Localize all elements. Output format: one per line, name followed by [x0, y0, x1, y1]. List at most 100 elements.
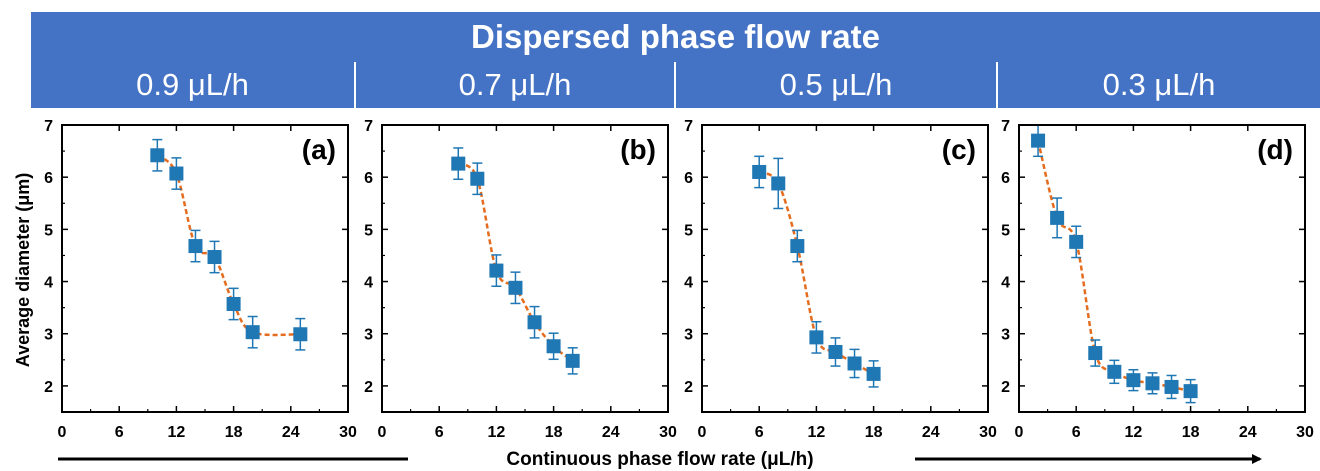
panel-2: 0 6 12 18 24 30 2 3 4 5 6 7 (c) — [684, 118, 997, 441]
y-tick-label: 6 — [1001, 170, 1010, 187]
x-tick-label: 18 — [225, 424, 243, 441]
data-point — [752, 164, 767, 179]
fit-curve — [1036, 140, 1191, 393]
y-tick-label: 2 — [44, 379, 53, 396]
x-tick-label: 24 — [282, 424, 300, 441]
data-point — [1183, 384, 1198, 399]
x-tick-label: 12 — [808, 424, 826, 441]
y-tick-label: 3 — [684, 327, 693, 344]
header-column-3: 0.3 μL/h — [996, 62, 1320, 108]
data-point — [150, 148, 165, 163]
y-tick-label: 3 — [1001, 327, 1010, 344]
data-point — [1088, 346, 1103, 361]
data-point — [847, 356, 862, 371]
data-point — [1069, 234, 1084, 249]
header-column-2: 0.5 μL/h — [674, 62, 996, 108]
y-tick-label: 6 — [44, 170, 53, 187]
y-tick-label: 3 — [44, 327, 53, 344]
y-tick-label: 5 — [684, 222, 693, 239]
data-point — [809, 330, 824, 345]
panel-0: 0 6 12 18 24 30 2 3 4 5 6 7 (a) — [44, 118, 357, 441]
x-tick-label: 18 — [865, 424, 883, 441]
x-tick-label: 12 — [488, 424, 506, 441]
x-tick-label: 18 — [1182, 424, 1200, 441]
panel-3: 0 6 12 18 24 30 2 3 4 5 6 7 (d) — [1001, 118, 1314, 441]
data-point — [169, 166, 184, 181]
y-tick-label: 7 — [44, 118, 53, 135]
y-tick-label: 2 — [684, 379, 693, 396]
data-point — [1107, 364, 1122, 379]
y-axis-label: Average diameter (μm) — [13, 173, 33, 367]
y-tick-label: 6 — [364, 170, 373, 187]
x-tick-label: 6 — [435, 424, 444, 441]
x-tick-label: 24 — [922, 424, 940, 441]
plot-frame — [61, 124, 349, 413]
data-point — [207, 250, 222, 265]
y-tick-label: 4 — [44, 275, 53, 292]
panel-1: 0 6 12 18 24 30 2 3 4 5 6 7 (b) — [364, 118, 677, 441]
x-axis-label: Continuous phase flow rate (μL/h) — [506, 449, 813, 470]
header-column-0: 0.9 μL/h — [31, 62, 354, 108]
y-tick-label: 4 — [364, 275, 373, 292]
x-tick-label: 12 — [1125, 424, 1143, 441]
data-point — [1164, 379, 1179, 394]
y-tick-label: 6 — [684, 170, 693, 187]
y-tick-label: 7 — [364, 118, 373, 135]
x-tick-label: 24 — [602, 424, 620, 441]
data-point — [470, 171, 485, 186]
y-tick-label: 2 — [364, 379, 373, 396]
panel-label: (b) — [620, 134, 656, 165]
x-tick-label: 12 — [168, 424, 186, 441]
x-tick-label: 6 — [1072, 424, 1081, 441]
y-tick-label: 5 — [364, 222, 373, 239]
header-title: Dispersed phase flow rate — [31, 12, 1320, 62]
data-point — [771, 176, 786, 191]
y-tick-label: 5 — [44, 222, 53, 239]
header-column-1: 0.7 μL/h — [354, 62, 674, 108]
x-tick-label: 30 — [659, 424, 677, 441]
data-point — [527, 315, 542, 330]
x-tick-label: 0 — [698, 424, 707, 441]
x-tick-label: 0 — [1015, 424, 1024, 441]
x-tick-label: 18 — [545, 424, 563, 441]
y-tick-label: 5 — [1001, 222, 1010, 239]
plot-frame — [381, 124, 669, 413]
y-tick-label: 3 — [364, 327, 373, 344]
data-point — [828, 344, 843, 359]
x-tick-label: 24 — [1239, 424, 1257, 441]
panel-label: (d) — [1257, 134, 1293, 165]
x-tick-label: 6 — [755, 424, 764, 441]
data-point — [1145, 376, 1160, 391]
fit-curve — [457, 162, 574, 362]
x-tick-label: 6 — [115, 424, 124, 441]
data-point — [866, 366, 881, 381]
panel-label: (c) — [942, 134, 976, 165]
data-point — [451, 156, 466, 171]
data-point — [546, 339, 561, 354]
x-tick-label: 30 — [1296, 424, 1314, 441]
plot-frame — [701, 124, 989, 413]
x-tick-label: 0 — [378, 424, 387, 441]
data-point — [1050, 210, 1065, 225]
plot-frame — [1018, 124, 1306, 413]
data-point — [508, 280, 523, 295]
data-point — [293, 327, 308, 342]
data-point — [489, 263, 504, 278]
x-tick-label: 30 — [979, 424, 997, 441]
data-point — [226, 296, 241, 311]
y-tick-label: 4 — [684, 275, 693, 292]
x-tick-label: 0 — [58, 424, 67, 441]
y-tick-label: 7 — [684, 118, 693, 135]
x-tick-label: 30 — [339, 424, 357, 441]
y-tick-label: 2 — [1001, 379, 1010, 396]
data-point — [1031, 133, 1046, 148]
data-point — [188, 239, 203, 254]
data-point — [790, 239, 805, 254]
y-tick-label: 7 — [1001, 118, 1010, 135]
y-tick-label: 4 — [1001, 275, 1010, 292]
panel-label: (a) — [302, 134, 336, 165]
data-point — [1126, 373, 1141, 388]
data-point — [245, 325, 260, 340]
